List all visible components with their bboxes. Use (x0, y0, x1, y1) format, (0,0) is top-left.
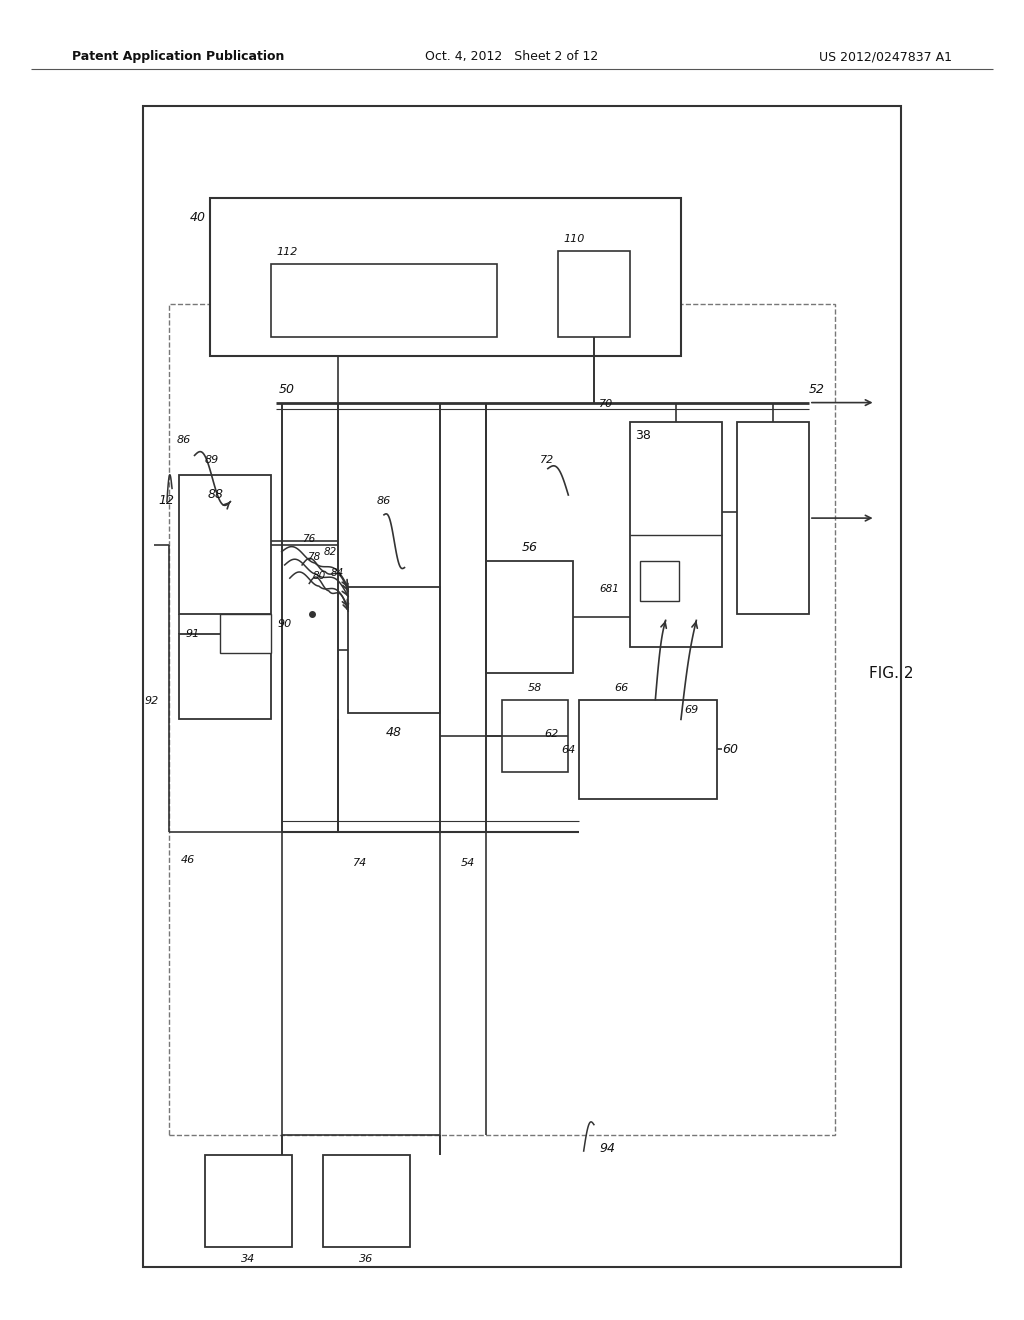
Text: 52: 52 (809, 383, 825, 396)
Text: 78: 78 (307, 552, 321, 562)
Bar (486, 561, 573, 673)
Text: 48: 48 (386, 726, 402, 739)
Text: 62: 62 (545, 729, 559, 739)
Text: 80: 80 (312, 570, 326, 581)
Text: 58: 58 (528, 682, 542, 693)
Text: 90: 90 (278, 619, 292, 630)
Text: 86: 86 (377, 495, 391, 506)
Bar (348, 587, 440, 713)
Text: 34: 34 (242, 1254, 255, 1265)
Text: 38: 38 (635, 429, 651, 442)
Bar (210, 198, 681, 356)
Text: US 2012/0247837 A1: US 2012/0247837 A1 (819, 50, 952, 63)
Text: 84: 84 (331, 568, 344, 578)
Text: 56: 56 (522, 541, 538, 554)
Text: 36: 36 (359, 1254, 373, 1265)
Text: 74: 74 (353, 858, 368, 869)
Bar (143, 106, 901, 1267)
Text: 12: 12 (159, 494, 175, 507)
Text: 91: 91 (185, 628, 200, 639)
Bar (579, 700, 717, 799)
Text: 681: 681 (599, 583, 618, 594)
Bar (271, 264, 497, 337)
Text: 110: 110 (563, 234, 585, 244)
Text: Patent Application Publication: Patent Application Publication (72, 50, 284, 63)
Bar (558, 251, 630, 337)
Text: 69: 69 (684, 705, 698, 715)
Text: FIG. 2: FIG. 2 (868, 665, 913, 681)
Bar (179, 475, 271, 614)
Bar (630, 422, 722, 647)
Bar (169, 304, 835, 1135)
Bar (205, 1155, 292, 1247)
Text: 94: 94 (599, 1142, 615, 1155)
Bar (737, 422, 809, 614)
Bar (323, 1155, 410, 1247)
Text: 46: 46 (180, 855, 195, 866)
Text: 112: 112 (276, 247, 298, 257)
Text: 82: 82 (324, 546, 337, 557)
Bar (640, 561, 679, 601)
Bar (220, 614, 271, 653)
Text: 40: 40 (189, 211, 206, 224)
Text: 76: 76 (302, 533, 315, 544)
Text: 66: 66 (614, 682, 629, 693)
Text: 86: 86 (176, 434, 190, 445)
Text: 88: 88 (208, 488, 224, 502)
Text: 89: 89 (205, 454, 219, 465)
Text: 54: 54 (461, 858, 475, 869)
Text: 72: 72 (540, 454, 554, 465)
Bar (502, 700, 568, 772)
Text: 92: 92 (144, 696, 159, 706)
Text: 50: 50 (279, 383, 295, 396)
Text: 60: 60 (722, 743, 738, 755)
Bar (179, 634, 271, 719)
Text: Oct. 4, 2012   Sheet 2 of 12: Oct. 4, 2012 Sheet 2 of 12 (425, 50, 599, 63)
Text: 64: 64 (561, 744, 575, 755)
Text: 70: 70 (599, 399, 613, 409)
